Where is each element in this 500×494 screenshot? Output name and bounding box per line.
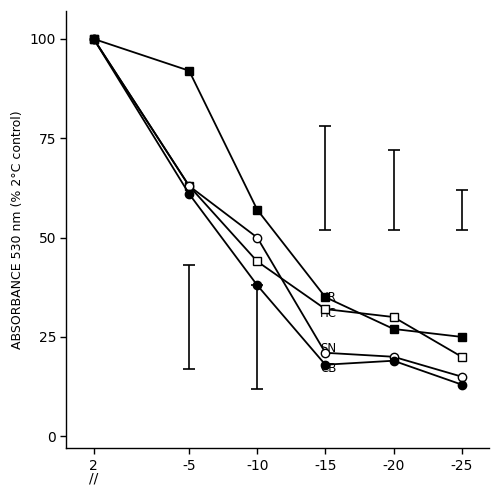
Text: CB: CB bbox=[320, 362, 336, 375]
Y-axis label: ABSORBANCE 530 nm (% 2°C control): ABSORBANCE 530 nm (% 2°C control) bbox=[11, 110, 24, 349]
Text: HC: HC bbox=[320, 307, 337, 320]
Text: HR: HR bbox=[320, 290, 337, 304]
Text: SN: SN bbox=[320, 342, 336, 355]
Text: //: // bbox=[89, 472, 99, 486]
